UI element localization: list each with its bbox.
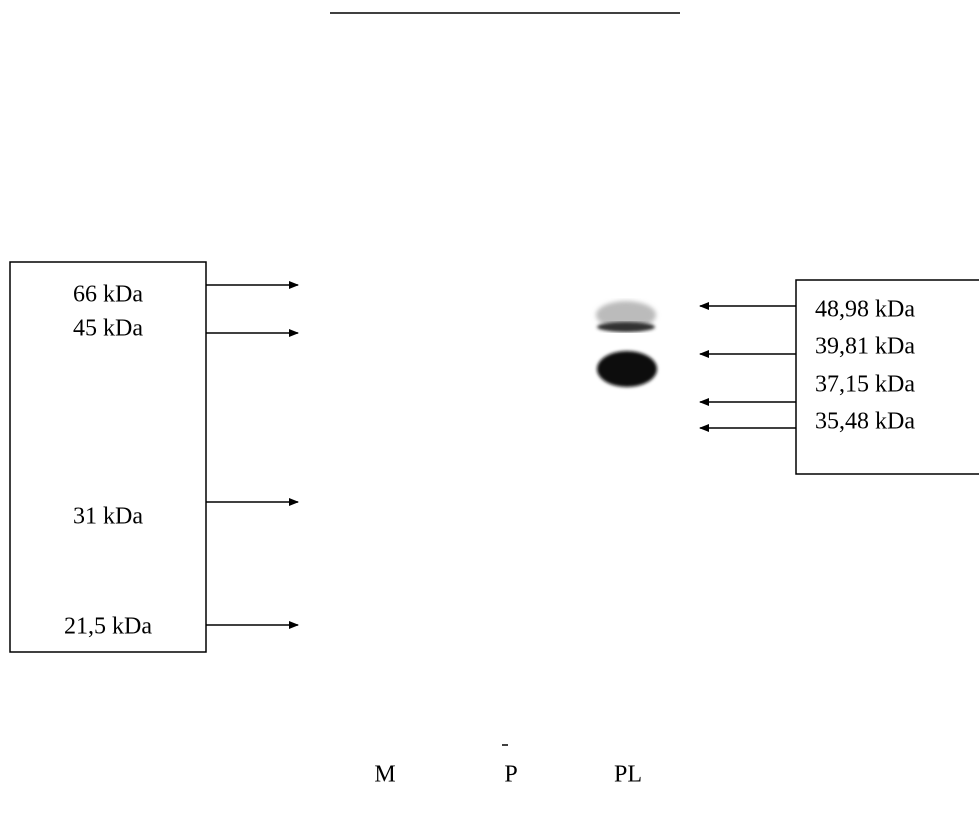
marker-label: 21,5 kDa — [64, 614, 152, 640]
lane-label: PL — [614, 762, 642, 788]
band-label: 48,98 kDa — [815, 297, 915, 323]
marker-label: 45 kDa — [73, 316, 143, 342]
left-arrows — [206, 285, 298, 625]
lane-label: P — [504, 762, 517, 788]
band-label: 35,48 kDa — [815, 409, 915, 435]
marker-label: 31 kDa — [73, 504, 143, 530]
gel-figure: 66 kDa 45 kDa 31 kDa 21,5 kDa 48,98 kDa … — [0, 0, 979, 815]
protein-bands — [596, 301, 657, 387]
lane-label: M — [374, 762, 395, 788]
band-label: 37,15 kDa — [815, 372, 915, 398]
band-label: 39,81 kDa — [815, 334, 915, 360]
marker-label: 66 kDa — [73, 282, 143, 308]
right-arrows — [700, 306, 796, 428]
